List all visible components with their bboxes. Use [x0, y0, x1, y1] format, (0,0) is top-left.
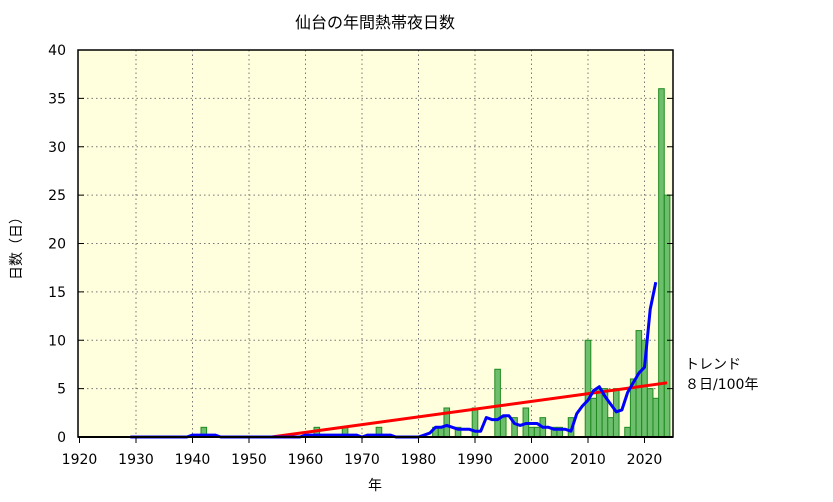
bar-2019: [635, 330, 643, 438]
x-axis-label: 年: [368, 478, 382, 494]
y-axis-label: 日数（日）: [9, 210, 25, 280]
y-tick-label: 40: [48, 43, 66, 59]
y-tick-label: 10: [48, 333, 66, 349]
bar-2000: [528, 426, 535, 438]
x-tick-label: 2020: [627, 452, 663, 468]
x-tick-label: 1940: [175, 452, 211, 468]
x-tick-label: 1980: [401, 452, 437, 468]
bar-1994: [494, 368, 501, 438]
x-tick-label: 1930: [118, 452, 154, 468]
bar-2011: [590, 397, 597, 438]
y-tick-label: 5: [57, 382, 66, 398]
bar-2014: [607, 417, 614, 438]
bar-2021: [646, 388, 654, 438]
y-tick-label: 0: [57, 430, 66, 446]
x-tick-label: 1960: [288, 452, 324, 468]
bar-2024: [663, 194, 671, 438]
ticks: 1920 1930 1940 1950 1960 1970 1980 1990 2000 2010…: [48, 43, 673, 468]
grid: [78, 50, 673, 437]
bar-1995: [499, 417, 507, 438]
x-tick-label: 1950: [231, 452, 267, 468]
y-tick-label: 20: [48, 237, 66, 253]
bar-2017: [624, 426, 631, 438]
bar-2022: [652, 397, 660, 438]
y-tick-label: 15: [48, 285, 66, 301]
x-tick-label: 2000: [514, 452, 550, 468]
x-tick-label: 1970: [344, 452, 380, 468]
y-tick-label: 30: [48, 140, 66, 156]
x-tick-label: 1990: [457, 452, 493, 468]
bar-2010: [584, 339, 592, 438]
chart-title: 仙台の年間熱帯夜日数: [295, 13, 455, 32]
x-tick-label: 2010: [570, 452, 606, 468]
bar-2001: [533, 426, 541, 438]
trend-annotation-line2: ８日/100年: [685, 377, 758, 393]
trend-annotation-line1: トレンド: [685, 357, 741, 373]
y-tick-label: 35: [48, 91, 66, 107]
x-tick-label: 1920: [62, 452, 98, 468]
y-tick-label: 25: [48, 188, 66, 204]
bar-2012: [596, 388, 603, 438]
